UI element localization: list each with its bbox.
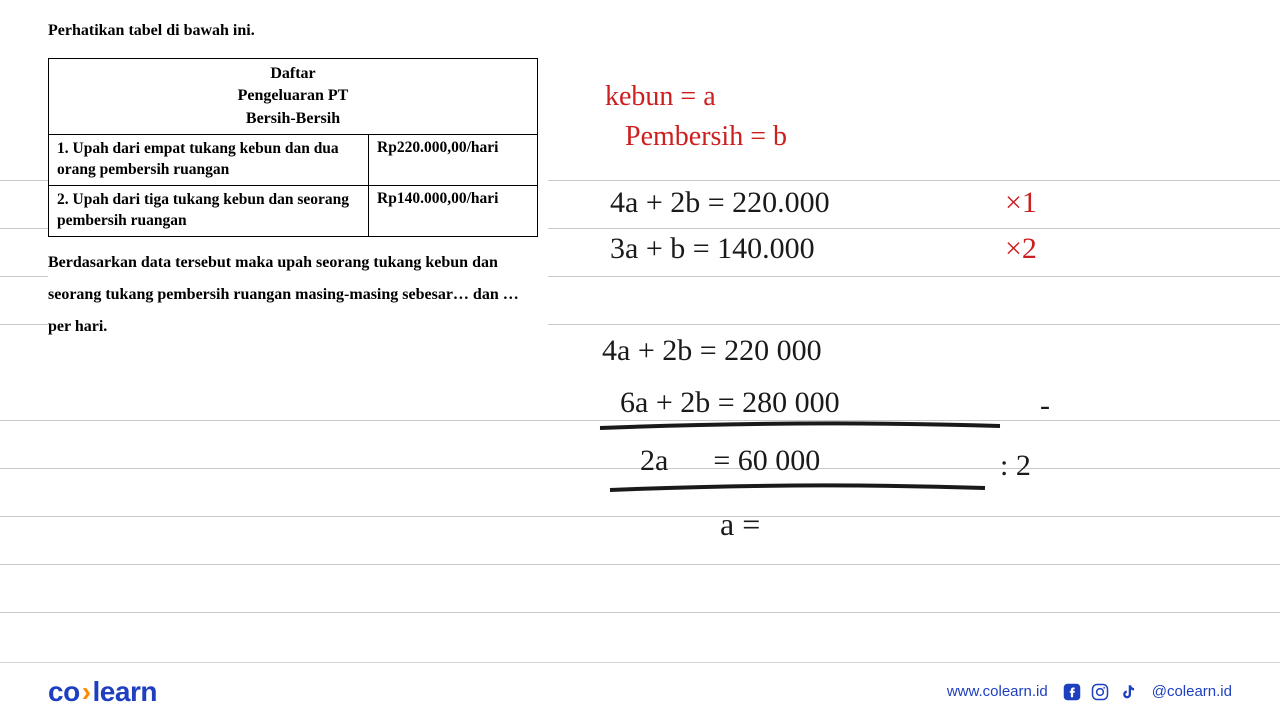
footer-url: www.colearn.id [947,683,1048,700]
social-icons [1062,682,1138,702]
tiktok-icon [1118,682,1138,702]
hw-eq2: 3a + b = 140.000 [610,232,815,265]
hw-div2: : 2 [1000,449,1031,482]
instagram-icon [1090,682,1110,702]
hw-pembersih-label: Pembersih = b [625,121,787,152]
facebook-icon [1062,682,1082,702]
hw-underline-2 [610,485,985,490]
footer-right: www.colearn.id @colearn.id [947,682,1232,702]
hw-line3: 4a + 2b = 220 000 [602,334,822,367]
hw-line5: 2a = 60 000 [640,444,820,477]
handwriting-overlay: kebun = a Pembersih = b 4a + 2b = 220.00… [0,0,1280,720]
hw-kebun-label: kebun = a [605,81,716,112]
hw-eq1: 4a + 2b = 220.000 [610,186,830,219]
hw-eq2-mult: ×2 [1005,232,1037,265]
hw-underline-1 [600,423,1000,428]
hw-minus: - [1040,389,1050,422]
hw-line6: a = [720,506,760,542]
logo-learn: learn [93,676,157,707]
hw-eq1-mult: ×1 [1005,186,1037,219]
footer-handle: @colearn.id [1152,683,1232,700]
logo-dot-icon: › [82,676,91,707]
colearn-logo: co›learn [48,676,157,708]
logo-co: co [48,676,80,707]
page-content: Perhatikan tabel di bawah ini. Daftar Pe… [0,0,1280,720]
hw-line4: 6a + 2b = 280 000 [620,386,840,419]
footer: co›learn www.colearn.id @colearn.id [0,662,1280,720]
